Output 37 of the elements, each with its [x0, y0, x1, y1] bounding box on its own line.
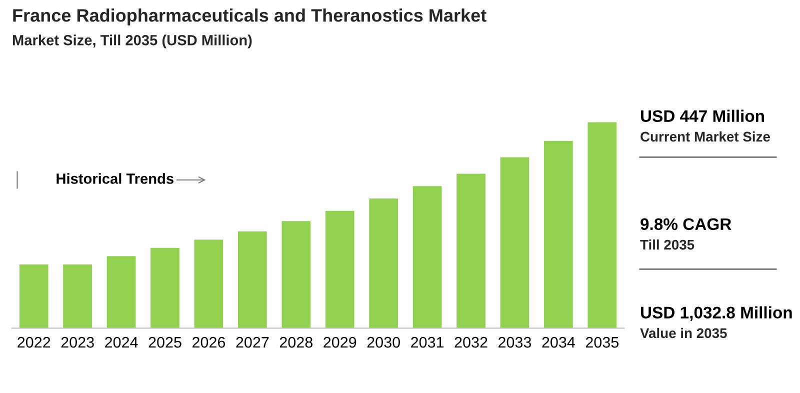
text: Till 2035 [640, 239, 694, 250]
annotation: Historical Trends [56, 173, 174, 184]
x-tick-label: 2034 [542, 336, 575, 348]
bar [150, 248, 180, 328]
x-tick-label: 2030 [367, 336, 400, 348]
bar [456, 174, 486, 328]
x-tick-label: 2027 [236, 336, 269, 348]
text: Current Market Size [640, 131, 770, 142]
x-tick-label: 2031 [411, 336, 444, 348]
text: USD 447 Million [641, 110, 764, 122]
x-tick-label: 2025 [148, 336, 182, 348]
x-tick-label: 2023 [61, 336, 94, 348]
bar [63, 264, 92, 328]
text: 9.8% CAGR [640, 218, 732, 230]
bar [194, 240, 224, 328]
bar [412, 186, 442, 328]
bar [588, 122, 617, 328]
x-tick-label: 2033 [498, 336, 532, 348]
x-tick-label: 2028 [280, 336, 312, 348]
bar [238, 231, 267, 328]
x-tick-label: 2035 [586, 336, 618, 348]
bar [106, 256, 136, 328]
bar [325, 210, 354, 328]
bar [282, 221, 311, 328]
x-tick-label: 2024 [105, 336, 138, 348]
bar [19, 264, 48, 328]
bar [500, 157, 530, 328]
bar [544, 140, 573, 328]
bar [369, 198, 398, 328]
x-tick-label: 2029 [324, 336, 356, 348]
x-tick-label: 2032 [454, 336, 488, 348]
text: USD 1,032.8 Million [641, 306, 792, 321]
x-tick-label: 2022 [18, 336, 50, 348]
text: Value in 2035 [640, 328, 727, 338]
x-tick-label: 2026 [192, 336, 226, 348]
chart-subtitle: Market Size, Till 2035 (USD Million) [12, 34, 252, 48]
chart-title: France Radiopharmaceuticals and Theranostics Market [13, 8, 486, 26]
